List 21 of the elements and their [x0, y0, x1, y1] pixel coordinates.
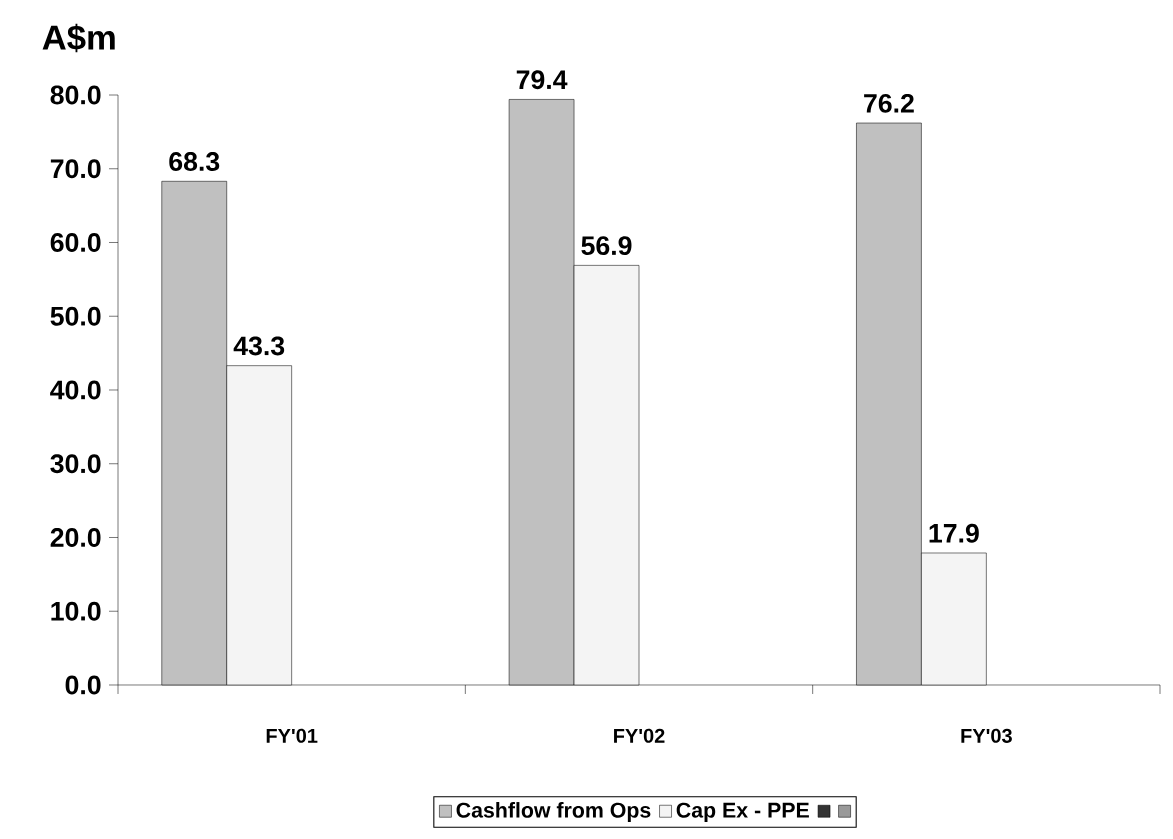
y-axis-title: A$m [42, 23, 115, 53]
data-label: 79.4 [516, 70, 568, 90]
x-tick-label: FY'02 [614, 728, 665, 743]
y-tick-label: 60.0 [50, 233, 101, 252]
y-tick-label: 80.0 [50, 85, 101, 105]
y-tick-label: 0.0 [65, 675, 101, 695]
data-label: 68.3 [169, 152, 220, 172]
y-tick-label: 10.0 [51, 601, 101, 621]
y-tick-label: 70.0 [50, 159, 101, 179]
y-tick-label: 20.0 [50, 528, 101, 547]
legend-label: Cashflow from Ops [456, 802, 651, 822]
y-tick-label: 30.0 [50, 454, 101, 474]
data-label: 17.9 [929, 523, 979, 543]
data-label: 56.9 [581, 236, 632, 256]
x-tick-label: FY'03 [961, 728, 1012, 743]
y-tick-label: 50.0 [50, 306, 101, 326]
data-label: 76.2 [864, 93, 914, 113]
data-label: 43.3 [233, 336, 285, 356]
legend-label: Cap Ex - PPE [676, 802, 809, 822]
x-tick-label: FY'01 [266, 728, 318, 743]
y-tick-label: 40.0 [50, 380, 101, 400]
